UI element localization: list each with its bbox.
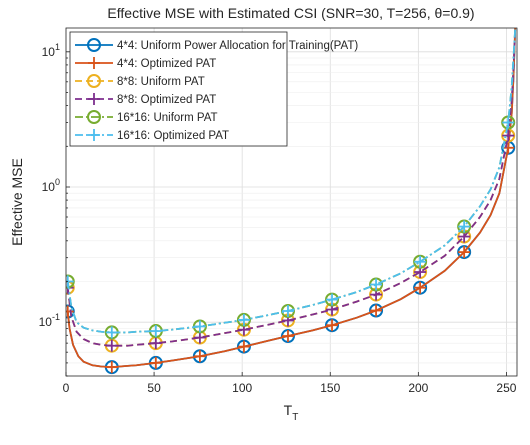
data-point [149,356,162,369]
data-point [502,141,515,154]
legend-label: 4*4: Uniform Power Allocation for Traini… [117,40,358,52]
y-tick-label: 100 [42,177,60,194]
series-line [66,28,517,347]
y-tick-base: 10 [39,315,53,329]
data-point [414,281,427,294]
y-tick-label: 101 [42,42,60,59]
legend-label: 8*8: Uniform PAT [117,76,205,88]
data-point [105,326,118,339]
data-point [87,38,101,52]
x-axis-label: TT [284,402,299,423]
data-point [502,129,515,142]
x-tick-label: 0 [63,381,70,395]
legend-label: 4*4: Optimized PAT [117,58,216,70]
series-6 [66,28,517,339]
data-point [237,313,250,326]
x-tick-label: 50 [147,381,161,395]
series-2 [66,28,517,374]
data-point [502,116,515,129]
plot-frame [65,27,518,377]
data-point [87,110,101,124]
data-point [88,93,100,105]
legend-entry: 8*8: Optimized PAT [75,93,216,106]
legend-box [69,31,288,147]
series-4 [66,28,517,352]
data-point [237,340,250,353]
x-tick-label: 150 [320,381,340,395]
x-axis-label-subscript: T [292,412,298,423]
data-point [88,57,100,69]
data-point [281,330,294,343]
series-line [66,28,517,369]
y-tick-label: 10-1 [39,312,60,329]
y-tick-exponent: -1 [52,312,60,322]
legend-entry: 8*8: Uniform PAT [75,74,205,88]
data-point [281,305,294,318]
data-point [193,320,206,333]
data-point [326,293,339,306]
data-point [66,305,74,318]
legend-entry: 16*16: Optimized PAT [75,129,229,142]
y-tick-base: 10 [42,180,56,194]
data-point [458,246,471,259]
x-tick-label: 250 [496,381,516,395]
data-point [87,74,101,88]
chart-title: Effective MSE with Estimated CSI (SNR=30… [107,5,474,21]
data-point [193,331,206,344]
data-point [149,325,162,338]
y-tick-exponent: 0 [55,177,60,187]
y-axis-label: Effective MSE [9,158,25,246]
data-point [149,337,162,350]
x-axis-label-main: T [284,402,293,418]
data-point [458,220,471,233]
data-point [326,319,339,332]
data-point [414,255,427,268]
series-layer [66,28,517,375]
x-tick-label: 100 [232,381,252,395]
data-point [370,278,383,291]
data-point [370,304,383,317]
legend-label: 8*8: Optimized PAT [117,94,216,106]
y-tick-exponent: 1 [55,42,60,52]
legend-entry: 4*4: Optimized PAT [75,57,216,70]
legend: 4*4: Uniform Power Allocation for Traini… [69,31,358,147]
legend-label: 16*16: Optimized PAT [117,130,229,142]
legend-entry: 4*4: Uniform Power Allocation for Traini… [75,38,358,52]
y-tick-base: 10 [42,45,56,59]
legend-entry: 16*16: Uniform PAT [75,110,218,124]
x-tick-label: 200 [408,381,428,395]
data-point [105,361,118,374]
data-point [88,129,100,141]
legend-label: 16*16: Uniform PAT [117,112,218,124]
data-point [193,350,206,363]
data-point [105,339,118,352]
